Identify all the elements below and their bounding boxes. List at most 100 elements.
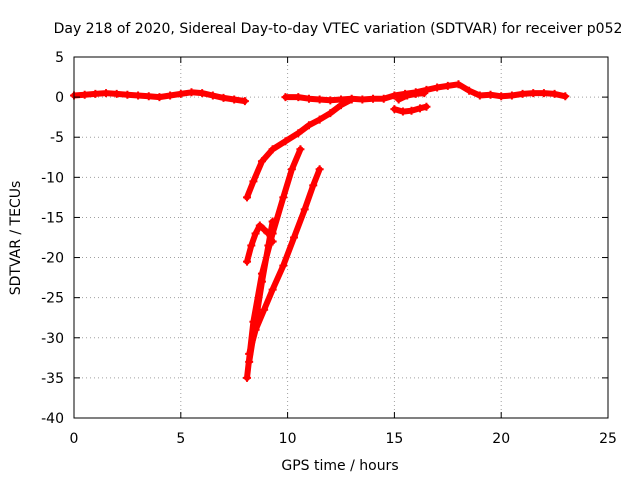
data-point — [300, 205, 309, 214]
data-point — [240, 97, 249, 106]
data-point — [358, 95, 367, 104]
y-tick-label: -20 — [41, 251, 64, 267]
data-point — [433, 83, 442, 92]
data-point — [243, 193, 252, 202]
y-tick-label: -25 — [41, 291, 64, 307]
data-point — [260, 305, 269, 314]
data-point — [379, 94, 388, 103]
data-point — [475, 91, 484, 100]
data-point — [422, 102, 431, 111]
data-point — [407, 106, 416, 115]
data-point — [398, 107, 407, 116]
y-tick-label: -30 — [41, 331, 64, 347]
data-point — [187, 88, 196, 97]
data-point — [390, 91, 399, 100]
x-tick-label: 0 — [70, 431, 79, 447]
data-point — [245, 357, 254, 366]
data-point — [337, 101, 345, 110]
data-point — [112, 89, 121, 98]
data-point — [315, 95, 324, 104]
data-point — [507, 91, 516, 100]
data-point — [251, 317, 260, 326]
x-tick-label: 10 — [279, 431, 297, 447]
data-point — [257, 157, 266, 166]
data-point — [454, 80, 463, 89]
data-point — [268, 285, 277, 294]
data-point — [144, 92, 153, 101]
data-point — [257, 277, 266, 286]
plot-series — [70, 80, 570, 382]
data-point — [304, 121, 313, 130]
data-point — [465, 86, 474, 95]
data-point — [529, 89, 538, 98]
data-point — [443, 81, 452, 90]
data-point — [539, 89, 548, 98]
data-point — [255, 221, 264, 230]
data-point — [294, 129, 303, 138]
x-axis-title: GPS time / hours — [281, 458, 398, 474]
data-point — [403, 91, 412, 100]
data-point — [166, 91, 175, 100]
data-point — [390, 105, 399, 114]
data-point — [281, 93, 290, 102]
data-point — [304, 94, 313, 103]
data-point — [268, 217, 277, 226]
data-point — [264, 241, 273, 250]
series-block-15 — [395, 90, 428, 103]
data-point — [290, 233, 299, 242]
data-point — [394, 95, 403, 104]
data-point — [296, 145, 305, 154]
data-point — [326, 109, 335, 118]
data-point — [268, 145, 277, 154]
y-axis-title: SDTVAR / TECUs — [8, 181, 24, 296]
data-point — [243, 257, 252, 266]
y-tick-label: 5 — [55, 50, 64, 66]
data-point — [249, 177, 258, 186]
x-tick-label: 20 — [492, 431, 510, 447]
axis-ticks: 0 5 10 15 20 25 -40 -35 -30 -25 -20 -15 -10 -5 0 5 — [41, 50, 617, 447]
y-tick-label: 0 — [55, 90, 64, 106]
data-point — [80, 90, 89, 99]
data-point — [198, 89, 207, 98]
data-point — [219, 93, 228, 102]
data-point — [550, 89, 559, 98]
x-tick-label: 5 — [176, 431, 185, 447]
data-point — [102, 89, 111, 98]
data-point — [294, 93, 303, 102]
data-point — [134, 91, 143, 100]
data-point — [247, 241, 256, 250]
data-point — [420, 89, 429, 98]
chart-title: Day 218 of 2020, Sidereal Day-to-day VTE… — [54, 21, 623, 37]
data-point — [518, 89, 527, 98]
plot-frame — [73, 56, 609, 419]
data-point — [416, 104, 425, 113]
data-point — [561, 92, 570, 101]
x-tick-label: 25 — [599, 431, 617, 447]
data-point — [260, 225, 269, 234]
data-point — [315, 165, 324, 174]
data-point — [326, 96, 335, 105]
data-point — [347, 95, 356, 104]
data-point — [208, 91, 217, 100]
data-point — [411, 89, 420, 98]
data-point — [315, 115, 324, 124]
data-point — [369, 94, 378, 103]
data-point — [279, 193, 288, 202]
data-point — [251, 229, 260, 238]
data-point — [497, 92, 506, 101]
data-point — [287, 165, 296, 174]
y-tick-label: -5 — [50, 130, 64, 146]
data-point — [91, 89, 100, 98]
data-point — [486, 90, 495, 99]
data-point — [309, 181, 318, 190]
data-point — [155, 93, 164, 102]
data-point — [123, 90, 132, 99]
data-point — [243, 373, 252, 382]
grid — [74, 57, 608, 418]
y-tick-label: -10 — [41, 170, 64, 186]
y-tick-label: -15 — [41, 210, 64, 226]
y-tick-label: -40 — [41, 411, 64, 427]
data-point — [176, 89, 185, 98]
data-point — [230, 95, 239, 104]
